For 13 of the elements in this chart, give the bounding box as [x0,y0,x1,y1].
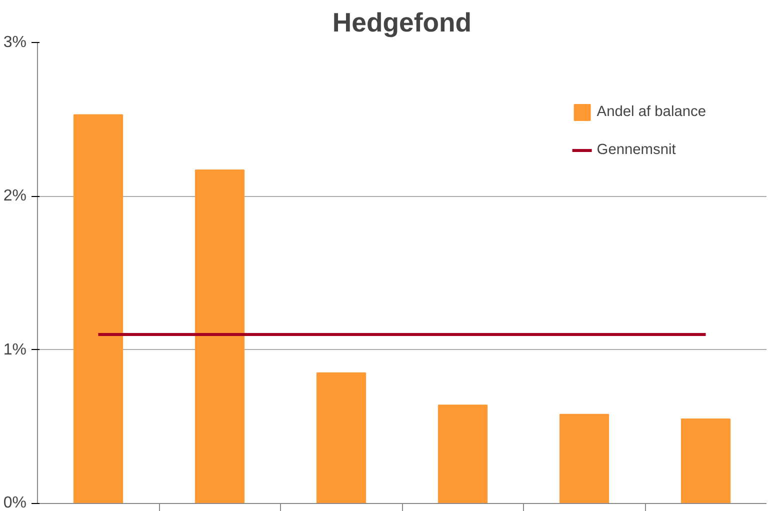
y-tick-label: 2% [3,188,26,205]
legend-label: Gennemsnit [596,142,676,158]
bar [73,114,124,504]
bar [680,418,731,504]
bar [194,170,245,504]
bar [316,372,366,504]
chart-title: Hedgefond [332,8,472,38]
bar [559,414,610,504]
y-tick-label: 0% [3,494,26,511]
y-tick-label: 1% [3,341,26,358]
legend-label: Andel af balance [596,104,706,120]
bar [438,404,488,504]
y-tick-label: 3% [3,34,26,51]
